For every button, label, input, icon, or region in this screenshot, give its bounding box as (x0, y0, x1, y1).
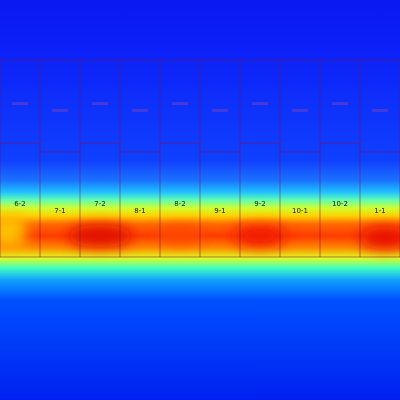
cell-label: 10-2 (332, 200, 348, 208)
cell-label: 8-2 (174, 200, 185, 208)
cell-grid (0, 59, 400, 258)
box-marker (332, 102, 348, 105)
cell-label: 1-1 (374, 207, 385, 215)
cell-labels: 6-2 7-1 7-2 8-1 8-2 9-1 9-2 10-1 10-2 1-1 (14, 200, 385, 215)
cell-label: 10-1 (292, 207, 308, 215)
box-marker (92, 102, 108, 105)
box-marker (52, 109, 68, 112)
hot-spot (360, 227, 400, 249)
hot-spot (234, 226, 286, 246)
box-marker (372, 109, 388, 112)
cell-label: 7-2 (94, 200, 105, 208)
cell-label: 6-2 (14, 200, 25, 208)
cool-edge (0, 215, 25, 247)
box-marker (172, 102, 188, 105)
box-marker (12, 102, 28, 105)
box-marker (252, 102, 268, 105)
hot-spot (158, 227, 202, 243)
box-marker (132, 109, 148, 112)
cell-label: 7-1 (54, 207, 65, 215)
hot-spot (68, 225, 132, 247)
box-marker (212, 109, 228, 112)
cell-label: 9-2 (254, 200, 265, 208)
box-marker (292, 109, 308, 112)
hot-spots (0, 215, 400, 249)
cell-label: 9-1 (214, 207, 225, 215)
cell-label: 8-1 (134, 207, 145, 215)
